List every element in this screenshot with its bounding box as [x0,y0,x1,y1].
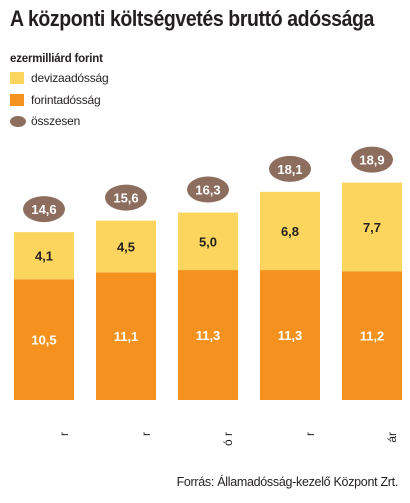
x-tick-label-5: ár [385,432,399,443]
value-label-forintadossag-2: 11,1 [114,329,139,344]
total-oval-1 [23,196,65,223]
bar-forintadossag-4 [260,270,320,400]
total-oval-3 [187,176,229,203]
x-tick-label-2: r [139,432,153,436]
value-label-forintadossag-3: 11,3 [196,328,221,343]
x-tick-label-4: r [303,432,317,436]
x-tick-label-1: r [57,432,71,436]
total-oval-5 [351,146,393,173]
total-label-2: 15,6 [113,191,138,206]
value-label-devizaadossag-4: 6,8 [281,224,299,239]
total-label-1: 14,6 [31,202,56,217]
value-label-forintadossag-5: 11,2 [360,329,385,344]
bar-forintadossag-5 [342,271,402,400]
bar-devizaadossag-3 [178,212,238,271]
total-label-4: 18,1 [277,162,302,177]
total-oval-2 [105,184,147,211]
bar-forintadossag-2 [96,272,156,400]
value-label-devizaadossag-5: 7,7 [363,220,381,235]
total-label-3: 16,3 [195,183,220,198]
value-label-devizaadossag-3: 5,0 [199,234,217,249]
legend-item-devizaadossag: devizaadósság [10,71,109,85]
source-note: Forrás: Államadósság-kezelő Központ Zrt. [176,475,399,489]
x-tick-label-3: ó r [221,432,235,446]
total-label-5: 18,9 [359,153,384,168]
legend-label-osszesen: összesen [31,114,81,128]
chart-title: A központi költségvetés bruttó adóssága [10,7,374,32]
bar-devizaadossag-5 [342,182,402,272]
legend-label-forintadossag: forintadósság [31,93,101,107]
legend-label-devizaadossag: devizaadósság [31,71,109,85]
legend-swatch-devizaadossag [10,72,24,84]
value-label-devizaadossag-1: 4,1 [35,249,53,264]
bar-forintadossag-3 [178,270,238,400]
bar-forintadossag-1 [14,279,74,400]
value-label-forintadossag-1: 10,5 [31,333,56,348]
bar-devizaadossag-4 [260,191,320,271]
total-oval-4 [269,155,311,182]
value-label-devizaadossag-2: 4,5 [117,239,135,254]
legend-swatch-forintadossag [10,94,24,106]
bar-devizaadossag-2 [96,220,156,273]
value-label-forintadossag-4: 11,3 [278,328,303,343]
legend-item-forintadossag: forintadósság [10,93,101,107]
legend-swatch-osszesen [10,115,26,127]
legend-item-osszesen: összesen [10,114,80,128]
unit-label: ezermilliárd forint [10,53,103,65]
bar-devizaadossag-1 [14,232,74,280]
